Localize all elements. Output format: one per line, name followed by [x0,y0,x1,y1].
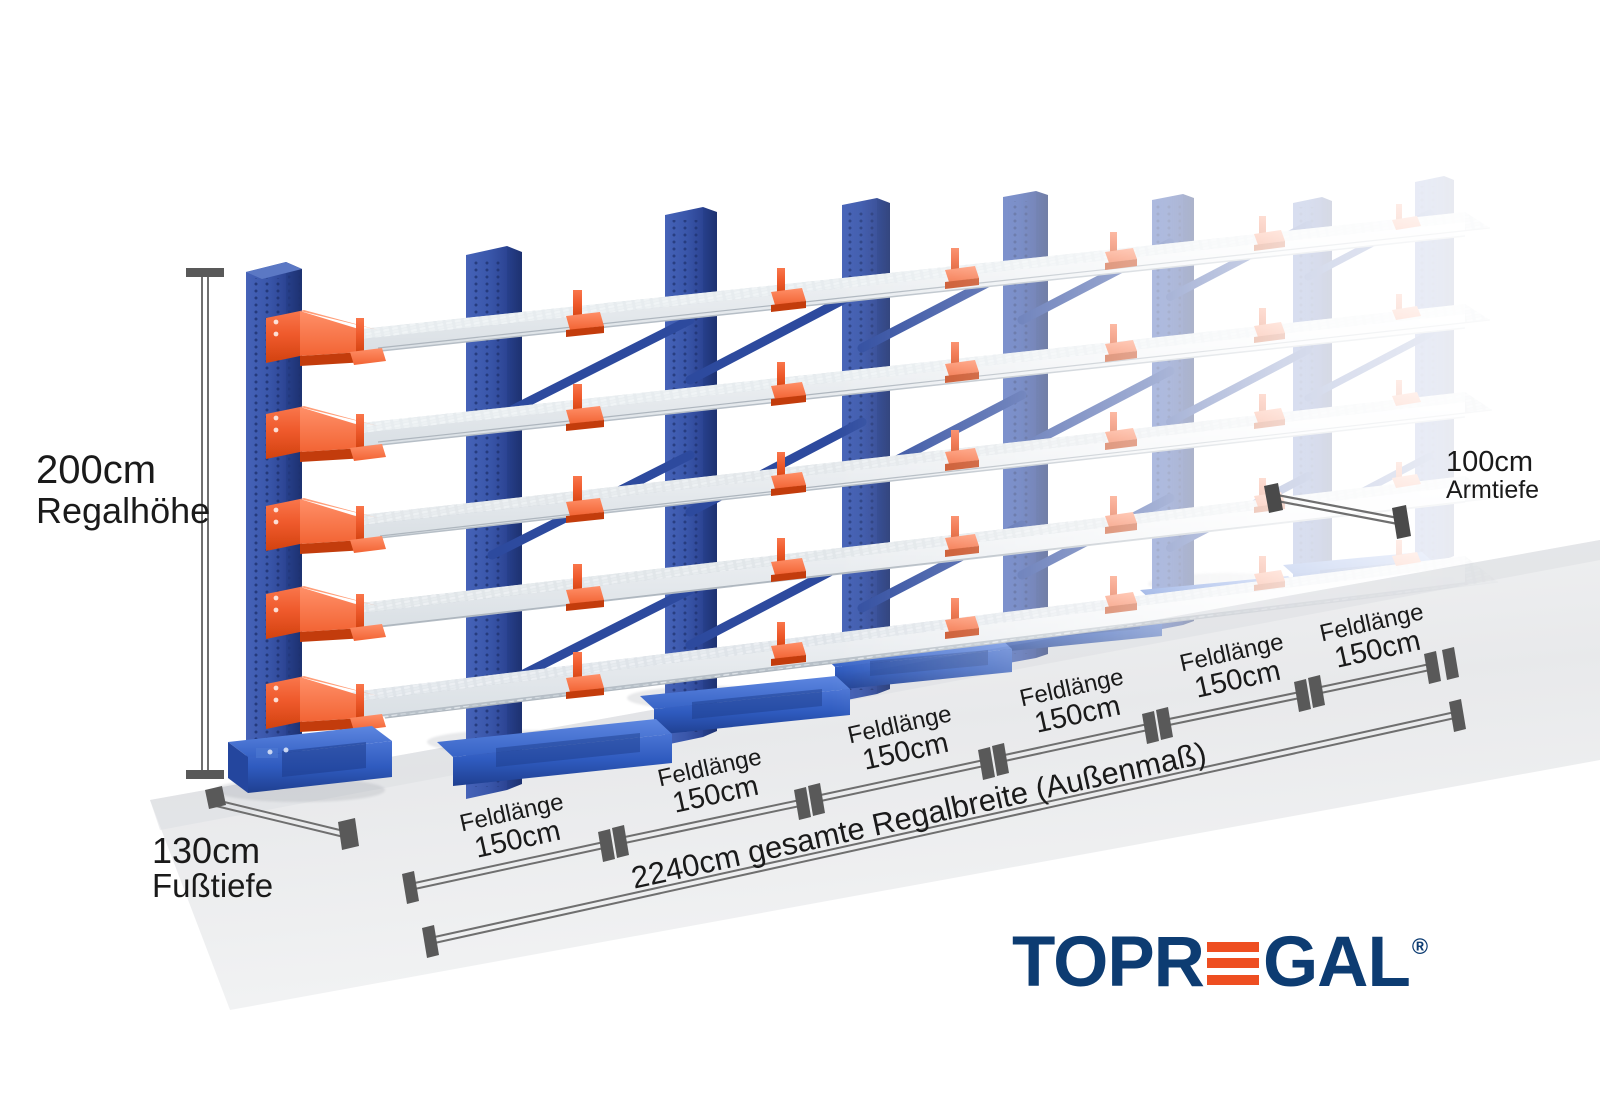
foot-depth-value: 130cm [152,830,261,871]
arm-tip [1105,576,1137,614]
shelf-level [351,304,1491,449]
arm-depth-value: 100cm [1446,446,1534,478]
foot-depth-caption: Fußtiefe [152,867,274,905]
dimension-label-arm-depth: 100cm Armtiefe [1446,447,1539,503]
dimension-line-bay [808,747,995,816]
base-foot [640,676,850,735]
base-foot [228,726,392,793]
arm-tip [945,430,979,471]
arm-tip [566,290,604,337]
arm-tip [945,516,979,557]
dimension-label-foot-depth: 130cm Fußtiefe [152,832,273,904]
arm-depth-caption: Armtiefe [1446,476,1540,505]
topregal-logo: TOPR GAL ® [1012,923,1429,1002]
arm-tip [771,538,806,582]
arm-tip [1392,380,1421,406]
arm-tip [1105,324,1137,362]
arm-tip [566,384,604,431]
dimension-line-bay [612,787,811,858]
arm-tip [945,598,979,639]
dimension-lines-group [186,268,1466,958]
arm-tip [566,652,604,699]
cantilever-arm-tips-group [566,204,1421,699]
cantilever-arm [266,498,386,554]
cantilever-arm [266,310,386,366]
upright-column [1293,197,1332,606]
cantilever-arm [266,406,386,462]
logo-text-part2: GAL [1262,923,1411,1002]
dimension-line-arm-depth [1264,483,1411,539]
dimension-line-bay [1308,647,1459,708]
dimension-line-bay [1156,679,1311,740]
upright-column [665,207,717,745]
arm-tip [1105,232,1137,270]
shelf-level [351,212,1491,355]
dimension-line-bay [992,711,1159,776]
logo-e-bars-icon [1206,940,1259,987]
dimension-line-bay [402,829,615,904]
arm-tip [1392,204,1421,230]
arm-tip [771,268,806,312]
arm-tip [1392,540,1421,566]
arm-tip [1254,308,1285,343]
arm-tip [1392,294,1421,320]
registered-trademark-icon: ® [1411,934,1429,959]
shelf-level [351,392,1493,542]
arm-tip [566,476,604,523]
arm-tip [945,342,979,383]
upright-columns-group [466,176,1454,799]
cantilever-arm [266,586,386,642]
front-upright-frame [228,262,392,793]
base-foot [437,719,672,786]
arm-tip [945,248,979,289]
upright-column [842,198,890,701]
arm-tip [771,622,806,666]
height-value: 200cm [36,448,157,492]
arm-tip [771,362,806,406]
dimension-line-total-width [422,699,1466,958]
arm-tip [771,452,806,496]
arm-tip [1105,412,1137,450]
arm-tip [566,564,604,611]
dimension-line-height [186,268,224,779]
shelf-level [351,556,1499,720]
arm-tip [1254,556,1285,591]
shelf-level [351,476,1496,631]
arm-tip [1105,496,1137,534]
height-caption: Regalhöhe [36,489,211,531]
logo-text-part1: TOPR [1012,923,1205,1002]
arm-tip [1254,216,1285,251]
dimension-label-height: 200cm Regalhöhe [36,448,211,531]
arm-tip [1392,462,1421,488]
dimension-line-foot-depth [205,786,359,850]
arm-tip [1254,394,1285,429]
